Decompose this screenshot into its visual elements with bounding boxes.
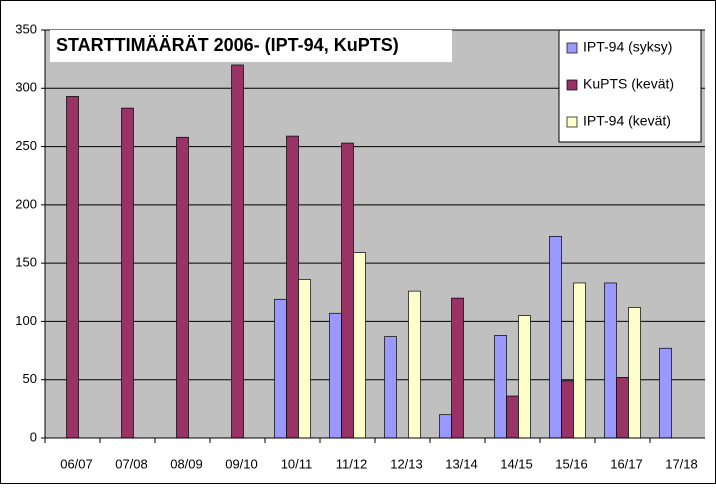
y-tick-label: 50	[23, 371, 37, 386]
bar	[274, 298, 287, 439]
bar	[659, 347, 672, 439]
x-tick-label: 09/10	[225, 456, 258, 471]
bar	[616, 377, 629, 439]
x-tick-label: 08/09	[170, 456, 203, 471]
bar	[341, 142, 354, 439]
x-tick-label: 15/16	[555, 456, 588, 471]
bar	[573, 282, 586, 439]
title-box	[50, 30, 452, 62]
y-tick-label: 150	[15, 255, 37, 270]
x-tick-label: 13/14	[445, 456, 478, 471]
bar	[384, 336, 397, 439]
legend-label: IPT-94 (syksy)	[583, 39, 672, 55]
bar	[121, 107, 134, 439]
bar	[176, 136, 189, 439]
x-tick-label: 07/08	[115, 456, 148, 471]
bar	[298, 279, 311, 439]
bar	[353, 252, 366, 439]
bar	[408, 290, 421, 439]
bar	[231, 64, 244, 439]
bar	[549, 235, 562, 439]
bar	[494, 335, 507, 439]
y-tick-label: 250	[15, 138, 37, 153]
x-tick-label: 06/07	[60, 456, 93, 471]
y-tick-label: 350	[15, 21, 37, 36]
legend-box	[558, 29, 702, 143]
legend-swatch	[566, 79, 578, 91]
bar	[518, 315, 531, 439]
bar	[604, 282, 617, 439]
y-tick-label: 100	[15, 313, 37, 328]
y-tick-label: 0	[30, 429, 37, 444]
bar	[439, 414, 452, 439]
bar	[561, 380, 574, 439]
legend-swatch	[566, 42, 578, 54]
y-tick-label: 300	[15, 80, 37, 95]
bar	[451, 297, 464, 439]
x-tick-label: 10/11	[281, 456, 313, 471]
chart-title: STARTTIMÄÄRÄT 2006- (IPT-94, KuPTS)	[56, 35, 399, 55]
legend-label: IPT-94 (kevät)	[583, 113, 671, 129]
legend-swatch	[566, 116, 578, 128]
bar	[628, 307, 641, 439]
x-tick-label: 16/17	[610, 456, 643, 471]
bar	[329, 312, 342, 439]
bar	[66, 96, 79, 439]
bar	[286, 135, 299, 439]
bar	[506, 395, 519, 439]
y-tick-label: 200	[15, 196, 37, 211]
x-tick-label: 11/12	[336, 456, 368, 471]
x-tick-label: 14/15	[500, 456, 533, 471]
x-tick-label: 17/18	[665, 456, 698, 471]
legend-label: KuPTS (kevät)	[583, 76, 674, 92]
x-tick-label: 12/13	[390, 456, 423, 471]
